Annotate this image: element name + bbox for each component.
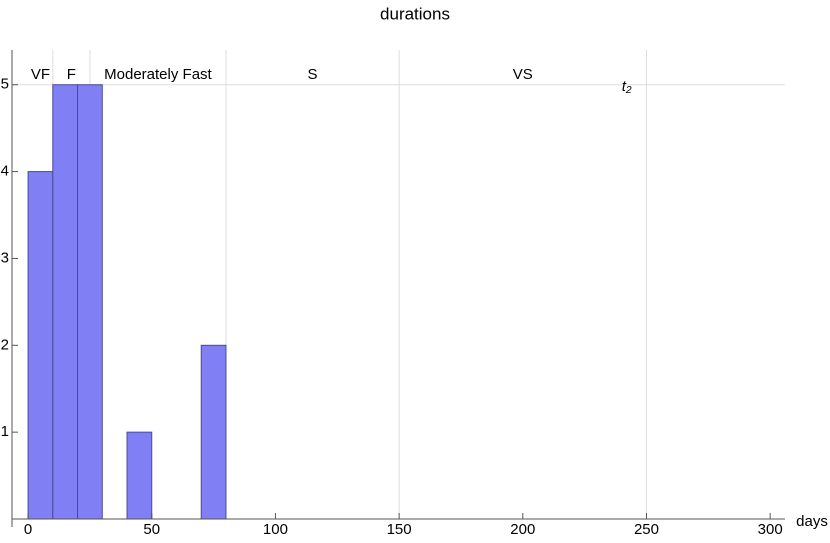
x-axis-label: days	[796, 513, 828, 530]
bar	[27, 171, 54, 520]
y-tick-label: 1	[1, 423, 9, 440]
region-label: VF	[31, 66, 50, 83]
x-tick-label: 150	[387, 521, 412, 538]
x-tick-label: 200	[510, 521, 535, 538]
bar	[52, 84, 79, 520]
x-tick-label: 0	[24, 521, 32, 538]
y-tick-label: 3	[1, 249, 9, 266]
x-tick-label: 250	[634, 521, 659, 538]
region-label: F	[67, 66, 76, 83]
region-label: VS	[513, 66, 533, 83]
y-tick-label: 5	[1, 76, 9, 93]
bar	[126, 431, 153, 520]
x-tick-label: 300	[758, 521, 783, 538]
region-label: S	[308, 66, 318, 83]
region-label: Moderately Fast	[104, 66, 212, 83]
bar	[200, 344, 227, 520]
bar	[77, 84, 103, 520]
x-tick-label: 50	[143, 521, 160, 538]
chart-title: durations	[380, 4, 450, 23]
x-tick-label: 100	[263, 521, 288, 538]
y-tick-label: 4	[1, 163, 9, 180]
annotation: t₂	[622, 78, 632, 95]
y-tick-label: 2	[1, 336, 9, 353]
